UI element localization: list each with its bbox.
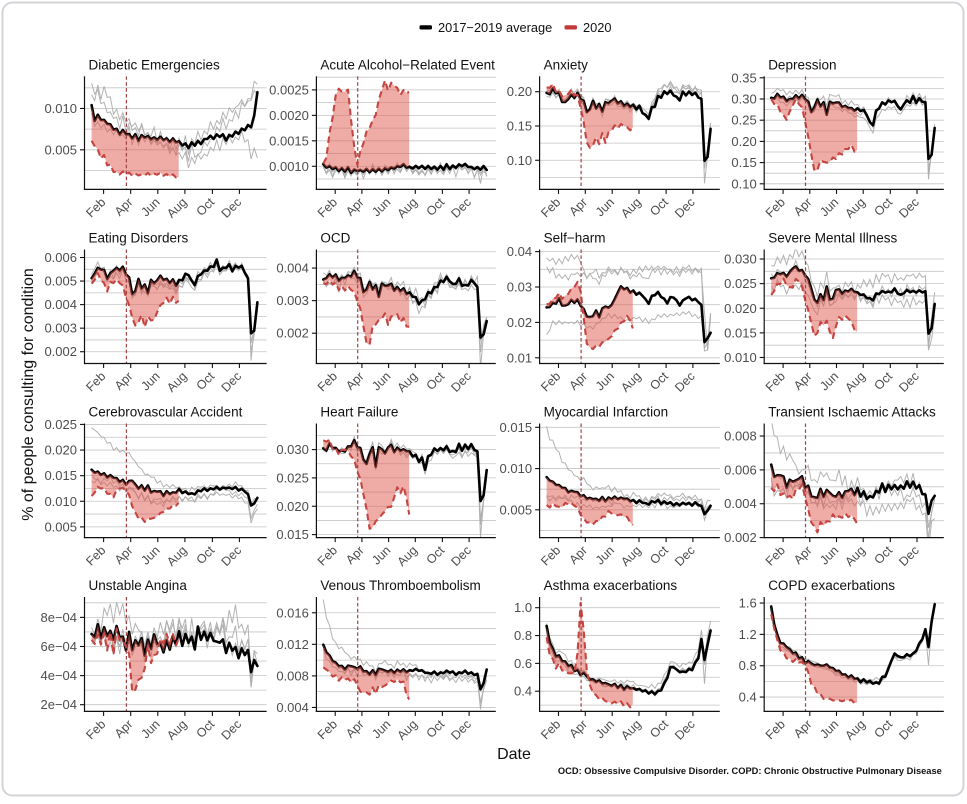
svg-text:0.30: 0.30 <box>731 91 756 106</box>
svg-text:0.002: 0.002 <box>276 326 309 341</box>
svg-text:Severe Mental Illness: Severe Mental Illness <box>768 231 897 246</box>
svg-text:0.0025: 0.0025 <box>269 82 309 97</box>
svg-text:Acute Alcohol−Related Event: Acute Alcohol−Related Event <box>320 57 495 72</box>
svg-text:0.008: 0.008 <box>276 668 309 683</box>
svg-text:0.4: 0.4 <box>739 690 757 705</box>
svg-text:0.8: 0.8 <box>514 628 532 643</box>
svg-text:0.10: 0.10 <box>507 153 532 168</box>
svg-text:0.003: 0.003 <box>276 293 309 308</box>
svg-text:0.0020: 0.0020 <box>269 108 309 123</box>
svg-text:Myocardial Infarction: Myocardial Infarction <box>544 405 669 420</box>
svg-text:2017−2019 average: 2017−2019 average <box>438 20 552 35</box>
svg-text:0.005: 0.005 <box>44 142 77 157</box>
svg-text:0.025: 0.025 <box>724 276 757 291</box>
svg-text:0.008: 0.008 <box>724 429 757 444</box>
svg-text:0.020: 0.020 <box>724 301 757 316</box>
svg-text:Unstable Angina: Unstable Angina <box>89 578 188 593</box>
svg-text:Diabetic Emergencies: Diabetic Emergencies <box>89 57 221 72</box>
svg-text:8e−04: 8e−04 <box>40 610 77 625</box>
svg-text:0.015: 0.015 <box>500 420 533 435</box>
svg-text:0.0010: 0.0010 <box>269 159 309 174</box>
svg-text:0.20: 0.20 <box>731 134 756 149</box>
svg-text:0.015: 0.015 <box>276 527 309 542</box>
svg-text:0.8: 0.8 <box>739 658 757 673</box>
svg-text:6e−04: 6e−04 <box>40 639 77 654</box>
svg-text:0.006: 0.006 <box>44 250 77 265</box>
svg-text:0.005: 0.005 <box>500 502 533 517</box>
svg-text:2e−04: 2e−04 <box>40 697 77 712</box>
svg-text:0.030: 0.030 <box>276 442 309 457</box>
svg-text:0.6: 0.6 <box>514 656 532 671</box>
svg-text:0.010: 0.010 <box>724 350 757 365</box>
svg-text:% of people consulting for con: % of people consulting for condition <box>20 268 37 521</box>
svg-text:Anxiety: Anxiety <box>544 57 589 72</box>
svg-text:0.010: 0.010 <box>44 494 77 509</box>
svg-text:0.15: 0.15 <box>507 119 532 134</box>
svg-text:COPD exacerbations: COPD exacerbations <box>768 578 895 593</box>
svg-text:OCD: Obsessive Compulsive Diso: OCD: Obsessive Compulsive Disorder. COPD… <box>558 766 942 776</box>
svg-text:0.020: 0.020 <box>276 499 309 514</box>
svg-text:0.020: 0.020 <box>44 443 77 458</box>
svg-text:0.10: 0.10 <box>731 176 756 191</box>
svg-text:0.005: 0.005 <box>44 274 77 289</box>
svg-text:0.04: 0.04 <box>507 244 532 259</box>
svg-text:2020: 2020 <box>583 20 611 35</box>
svg-text:0.025: 0.025 <box>276 470 309 485</box>
svg-text:0.0015: 0.0015 <box>269 133 309 148</box>
svg-text:1.2: 1.2 <box>739 627 757 642</box>
svg-text:0.030: 0.030 <box>724 252 757 267</box>
svg-text:Transient Ischaemic Attacks: Transient Ischaemic Attacks <box>768 405 936 420</box>
svg-text:0.002: 0.002 <box>724 530 757 545</box>
svg-text:0.025: 0.025 <box>44 417 77 432</box>
svg-text:4e−04: 4e−04 <box>40 668 77 683</box>
svg-text:0.4: 0.4 <box>514 684 532 699</box>
svg-text:0.015: 0.015 <box>724 325 757 340</box>
svg-text:1.6: 1.6 <box>739 596 757 611</box>
svg-text:0.003: 0.003 <box>44 321 77 336</box>
svg-text:Self−harm: Self−harm <box>544 231 606 246</box>
svg-text:0.012: 0.012 <box>276 637 309 652</box>
svg-text:0.25: 0.25 <box>731 113 756 128</box>
svg-text:0.004: 0.004 <box>276 700 309 715</box>
svg-text:0.010: 0.010 <box>44 101 77 116</box>
svg-text:0.35: 0.35 <box>731 70 756 85</box>
svg-text:Depression: Depression <box>768 57 836 72</box>
svg-text:Asthma exacerbations: Asthma exacerbations <box>544 578 678 593</box>
svg-text:0.015: 0.015 <box>44 468 77 483</box>
svg-text:0.004: 0.004 <box>724 496 757 511</box>
svg-text:0.20: 0.20 <box>507 84 532 99</box>
svg-text:0.01: 0.01 <box>507 350 532 365</box>
svg-text:Venous Thromboembolism: Venous Thromboembolism <box>320 578 480 593</box>
svg-text:Cerebrovascular Accident: Cerebrovascular Accident <box>89 405 243 420</box>
svg-text:0.004: 0.004 <box>276 261 309 276</box>
svg-text:OCD: OCD <box>320 231 350 246</box>
svg-text:0.002: 0.002 <box>44 344 77 359</box>
svg-text:0.004: 0.004 <box>44 297 77 312</box>
svg-text:0.03: 0.03 <box>507 280 532 295</box>
svg-text:0.005: 0.005 <box>44 519 77 534</box>
svg-text:Eating Disorders: Eating Disorders <box>89 231 189 246</box>
svg-text:Heart Failure: Heart Failure <box>320 405 398 420</box>
svg-text:Date: Date <box>497 746 531 763</box>
svg-text:0.006: 0.006 <box>724 462 757 477</box>
svg-text:0.010: 0.010 <box>500 461 533 476</box>
svg-text:0.02: 0.02 <box>507 315 532 330</box>
svg-text:0.15: 0.15 <box>731 155 756 170</box>
svg-text:1.0: 1.0 <box>514 600 532 615</box>
svg-text:0.016: 0.016 <box>276 605 309 620</box>
